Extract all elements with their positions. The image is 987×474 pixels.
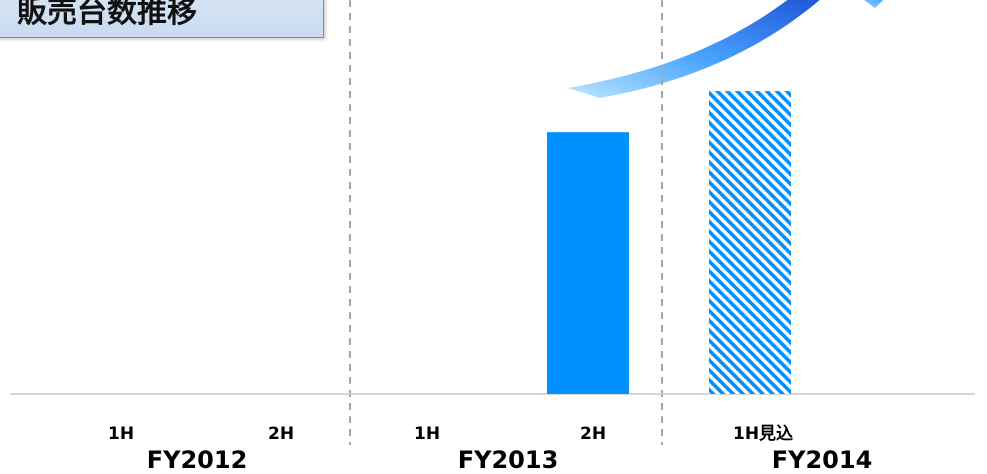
x-axis-labels: 1H 2H 1H 2H 1H見込 FY2012 FY2013 FY2014: [108, 424, 872, 474]
bar-fy2014-1h見込: [709, 91, 791, 394]
growth-arrow: [568, 0, 820, 98]
title-box: 販売台数推移: [0, 0, 324, 38]
fiscal-year-label: FY2012: [147, 446, 248, 474]
period-label: 1H見込: [733, 424, 793, 444]
bar-fy2013-2h: [547, 132, 629, 394]
period-label: 2H: [268, 424, 294, 444]
period-label: 1H: [108, 424, 134, 444]
fiscal-year-label: FY2014: [772, 446, 873, 474]
page-title: 販売台数推移: [17, 0, 197, 30]
bar-series: [547, 91, 791, 394]
period-label: 2H: [580, 424, 606, 444]
period-label: 1H: [414, 424, 440, 444]
fiscal-year-label: FY2013: [458, 446, 559, 474]
growth-arrow-head: [864, 0, 884, 8]
